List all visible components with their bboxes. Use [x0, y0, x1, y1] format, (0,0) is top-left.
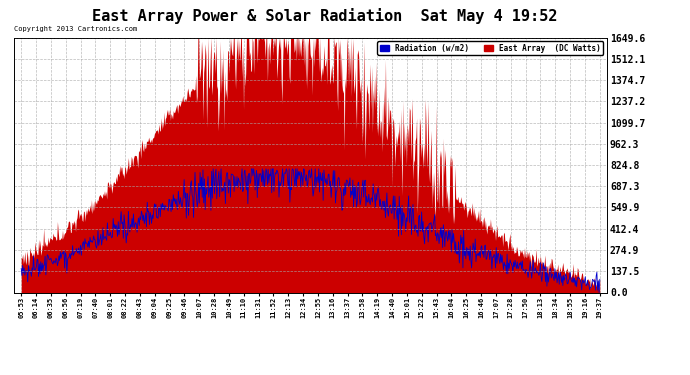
Legend: Radiation (w/m2), East Array  (DC Watts): Radiation (w/m2), East Array (DC Watts)	[377, 41, 603, 55]
Text: East Array Power & Solar Radiation  Sat May 4 19:52: East Array Power & Solar Radiation Sat M…	[92, 8, 557, 24]
Text: Copyright 2013 Cartronics.com: Copyright 2013 Cartronics.com	[14, 26, 137, 32]
